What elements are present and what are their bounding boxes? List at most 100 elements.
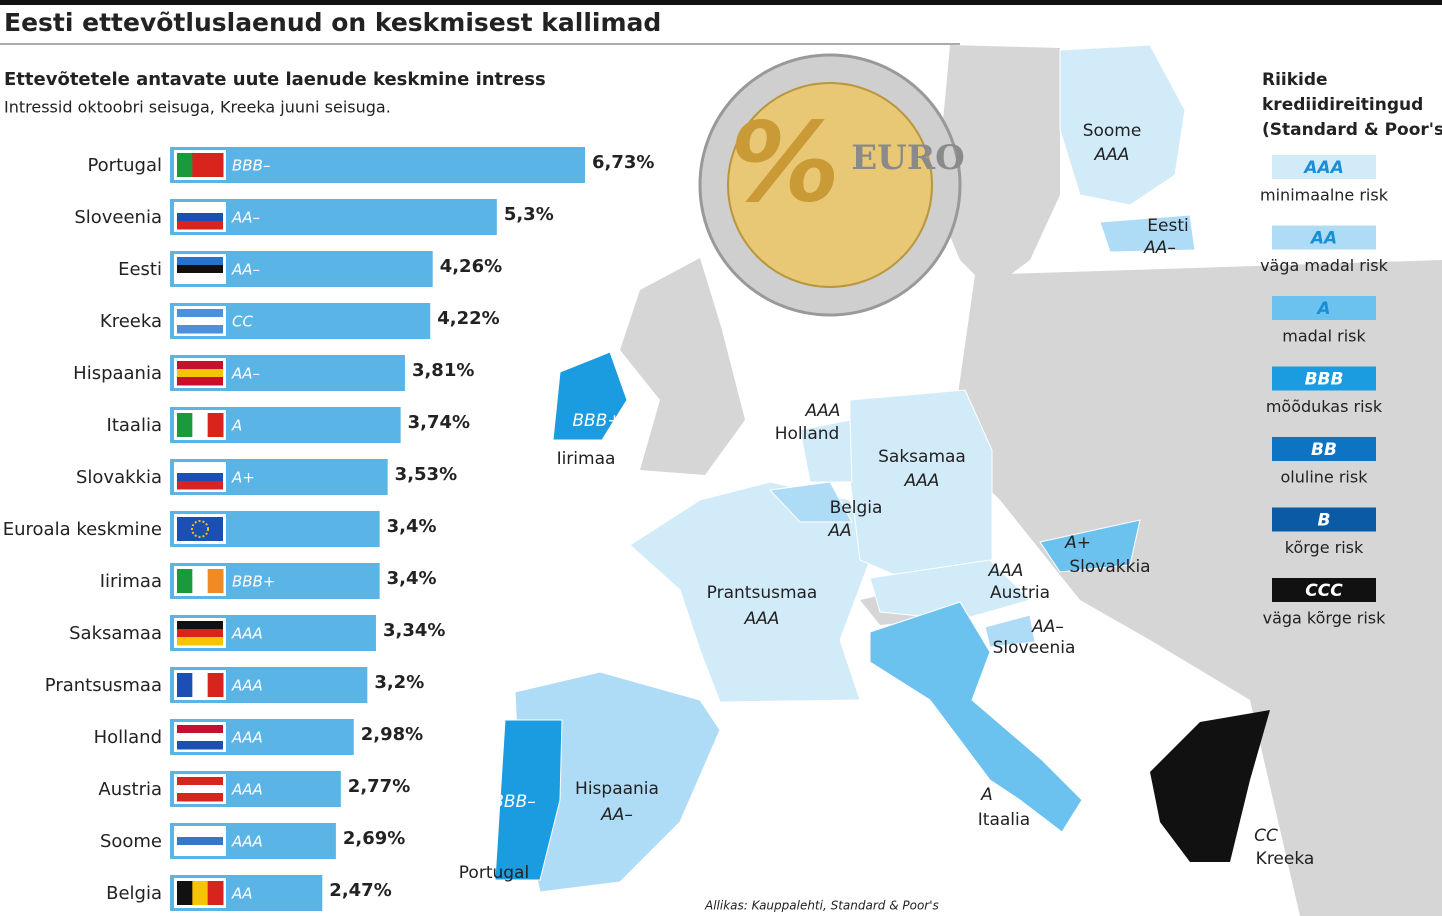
value-label: 6,73% bbox=[592, 152, 654, 173]
legend-label: väga kõrge risk bbox=[1263, 609, 1387, 628]
legend-label: minimaalne risk bbox=[1260, 186, 1389, 205]
value-label: 3,2% bbox=[374, 672, 424, 693]
category-label: Saksamaa bbox=[69, 623, 162, 644]
map-rating: CC bbox=[1254, 826, 1278, 846]
value-label: 3,4% bbox=[387, 568, 437, 589]
map bbox=[494, 44, 1442, 916]
flag bbox=[177, 265, 223, 274]
legend-rating: B bbox=[1318, 511, 1331, 531]
flag bbox=[177, 629, 223, 638]
legend-swatch bbox=[1272, 155, 1376, 179]
flag bbox=[177, 221, 223, 230]
flag bbox=[177, 317, 223, 326]
value-label: 4,22% bbox=[437, 308, 499, 329]
map-rating: BBB– bbox=[492, 792, 536, 812]
chart-note: Intressid oktoobri seisuga, Kreeka juuni… bbox=[4, 98, 391, 117]
map-rating: AA– bbox=[1143, 238, 1176, 258]
bar-rating: CC bbox=[232, 313, 253, 331]
value-label: 2,69% bbox=[343, 828, 405, 849]
legend-rating: AA bbox=[1309, 229, 1337, 249]
category-label: Iirimaa bbox=[100, 571, 162, 592]
flag bbox=[177, 257, 223, 266]
value-label: 2,77% bbox=[348, 776, 410, 797]
map-label: Austria bbox=[990, 583, 1050, 603]
legend-swatch bbox=[1272, 366, 1376, 391]
coin-symbol: % bbox=[730, 98, 840, 226]
bar-rating: A bbox=[231, 417, 242, 435]
flag bbox=[177, 273, 223, 282]
map-label: Slovakkia bbox=[1069, 557, 1150, 577]
flag bbox=[177, 741, 223, 750]
flag bbox=[177, 325, 223, 334]
flag bbox=[177, 637, 223, 646]
bar-rating: AAA bbox=[231, 833, 263, 851]
category-label: Belgia bbox=[106, 883, 162, 904]
flag bbox=[177, 881, 193, 905]
map-label: Saksamaa bbox=[878, 447, 966, 467]
map-rating: AA– bbox=[600, 805, 633, 825]
top-rule bbox=[0, 0, 1442, 5]
flag bbox=[192, 569, 209, 593]
bar-rating: AAA bbox=[231, 625, 263, 643]
category-label: Kreeka bbox=[100, 311, 162, 332]
flag bbox=[177, 785, 223, 794]
flag bbox=[177, 829, 223, 838]
value-label: 3,81% bbox=[412, 360, 474, 381]
flag bbox=[177, 725, 223, 734]
map-rating: AA– bbox=[1031, 617, 1064, 637]
flag bbox=[192, 881, 209, 905]
flag bbox=[177, 213, 223, 222]
map-rating: AAA bbox=[988, 561, 1024, 581]
flag bbox=[177, 793, 223, 802]
legend-label: mõõdukas risk bbox=[1266, 397, 1383, 416]
map-label: Hispaania bbox=[575, 779, 659, 799]
map-rating: AAA bbox=[744, 609, 780, 629]
flag bbox=[177, 837, 223, 846]
category-label: Portugal bbox=[87, 155, 162, 176]
map-label: Portugal bbox=[459, 863, 529, 883]
category-label: Hispaania bbox=[73, 363, 162, 384]
flag bbox=[177, 369, 223, 378]
map-rating: A bbox=[980, 785, 993, 805]
chart-title: Eesti ettevõtluslaenud on keskmisest kal… bbox=[4, 8, 661, 37]
bar bbox=[170, 147, 585, 183]
category-label: Soome bbox=[100, 831, 162, 852]
category-label: Eesti bbox=[118, 259, 162, 280]
legend-title: krediidireitingud bbox=[1262, 95, 1423, 115]
bar-rating: AAA bbox=[231, 729, 263, 747]
value-label: 2,47% bbox=[329, 880, 391, 901]
value-label: 5,3% bbox=[504, 204, 554, 225]
flag bbox=[177, 481, 223, 490]
legend-swatch bbox=[1272, 225, 1376, 250]
flag bbox=[207, 569, 224, 593]
map-label: Soome bbox=[1083, 121, 1142, 141]
bar-rating: A+ bbox=[231, 469, 255, 487]
flag bbox=[177, 377, 223, 386]
bar-rating: AA– bbox=[231, 365, 260, 383]
value-label: 3,74% bbox=[408, 412, 470, 433]
map-rating: AAA bbox=[1094, 145, 1130, 165]
map-label: Iirimaa bbox=[557, 449, 616, 469]
legend-swatch bbox=[1272, 437, 1376, 461]
legend-title: Riikide bbox=[1262, 70, 1328, 90]
legend-rating: CCC bbox=[1305, 581, 1343, 601]
flag bbox=[177, 361, 223, 370]
legend-label: madal risk bbox=[1282, 327, 1366, 346]
flag bbox=[207, 413, 224, 437]
legend-label: väga madal risk bbox=[1260, 256, 1389, 275]
category-label: Austria bbox=[98, 779, 162, 800]
category-label: Euroala keskmine bbox=[3, 519, 162, 540]
legend-label: oluline risk bbox=[1281, 468, 1369, 487]
flag bbox=[177, 733, 223, 742]
legend-rating: BB bbox=[1311, 440, 1337, 460]
legend-rating: AAA bbox=[1302, 158, 1343, 178]
map-label: Eesti bbox=[1147, 216, 1188, 236]
coin: % EURO bbox=[698, 53, 965, 317]
bar-rating: BBB+ bbox=[232, 573, 275, 591]
legend-rating: BBB bbox=[1305, 370, 1344, 390]
value-label: 3,53% bbox=[395, 464, 457, 485]
category-label: Prantsusmaa bbox=[45, 675, 162, 696]
bar-rating: AA– bbox=[231, 209, 260, 227]
bar-rating: BBB– bbox=[232, 157, 270, 175]
